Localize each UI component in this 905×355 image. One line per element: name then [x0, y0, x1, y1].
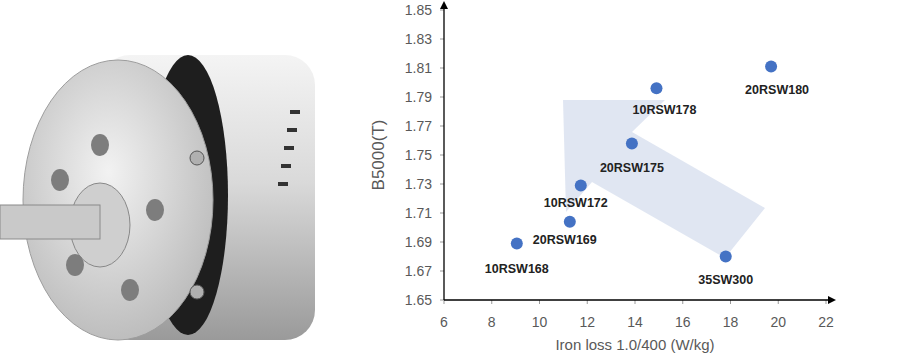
x-tick-label: 6	[440, 314, 448, 330]
y-tick-label: 1.71	[405, 205, 432, 221]
motor-shaft	[0, 205, 100, 239]
motor-slot	[278, 182, 288, 186]
y-tick-label: 1.67	[405, 263, 432, 279]
points	[511, 61, 777, 263]
x-tick-label: 22	[818, 314, 834, 330]
y-tick-label: 1.73	[405, 176, 432, 192]
root: 6 8 10 12 14 16 18 20 22 1.65 1.67 1.69 1.71 1.73 1.75…	[0, 0, 905, 355]
x-tick-label: 18	[723, 314, 739, 330]
point-label: 20RSW175	[600, 161, 664, 175]
point	[575, 179, 587, 191]
y-tick-label: 1.77	[405, 118, 432, 134]
motor-slot	[287, 128, 297, 132]
point-label: 10RSW178	[633, 103, 697, 117]
x-tick-label: 20	[770, 314, 786, 330]
motor-hole	[66, 254, 84, 276]
x-axis-arrow	[828, 296, 836, 304]
x-tick-label: 8	[488, 314, 496, 330]
x-tick-label: 10	[532, 314, 548, 330]
x-tick-label: 12	[579, 314, 595, 330]
motor-screw	[190, 151, 204, 165]
motor-hole	[146, 199, 164, 221]
x-axis-title: Iron loss 1.0/400 (W/kg)	[555, 336, 714, 353]
motor-slot	[290, 110, 300, 114]
y-tick-label: 1.65	[405, 292, 432, 308]
y-axis-arrow	[440, 1, 448, 9]
canvas: 6 8 10 12 14 16 18 20 22 1.65 1.67 1.69 1.71 1.73 1.75…	[0, 0, 905, 355]
x-axis	[444, 299, 828, 300]
y-tick-label: 1.83	[405, 31, 432, 47]
y-tick-label: 1.81	[405, 60, 432, 76]
motor-hole	[121, 279, 139, 301]
x-tick-label: 14	[627, 314, 643, 330]
point	[564, 216, 576, 228]
point	[511, 237, 523, 249]
point	[650, 82, 662, 94]
y-axis	[443, 8, 444, 300]
y-tick-label: 1.69	[405, 234, 432, 250]
point	[626, 137, 638, 149]
point-label: 10RSW168	[485, 262, 549, 276]
point-label: 35SW300	[698, 273, 753, 287]
y-tick-label: 1.75	[405, 147, 432, 163]
x-tick-label: 16	[675, 314, 691, 330]
motor-illustration	[0, 55, 315, 340]
motor-slot	[284, 146, 294, 150]
motor-screw	[190, 285, 204, 299]
motor-hole	[91, 134, 109, 156]
point	[765, 61, 777, 73]
motor-hole	[51, 169, 69, 191]
motor-face	[23, 60, 213, 340]
y-axis-title: B5000(T)	[369, 120, 388, 191]
point	[720, 251, 732, 263]
point-label: 20RSW180	[745, 83, 809, 97]
point-label: 10RSW172	[544, 196, 608, 210]
point-label: 20RSW169	[533, 233, 597, 247]
motor-slot	[281, 164, 291, 168]
y-tick-label: 1.85	[405, 2, 432, 18]
y-tick-label: 1.79	[405, 89, 432, 105]
